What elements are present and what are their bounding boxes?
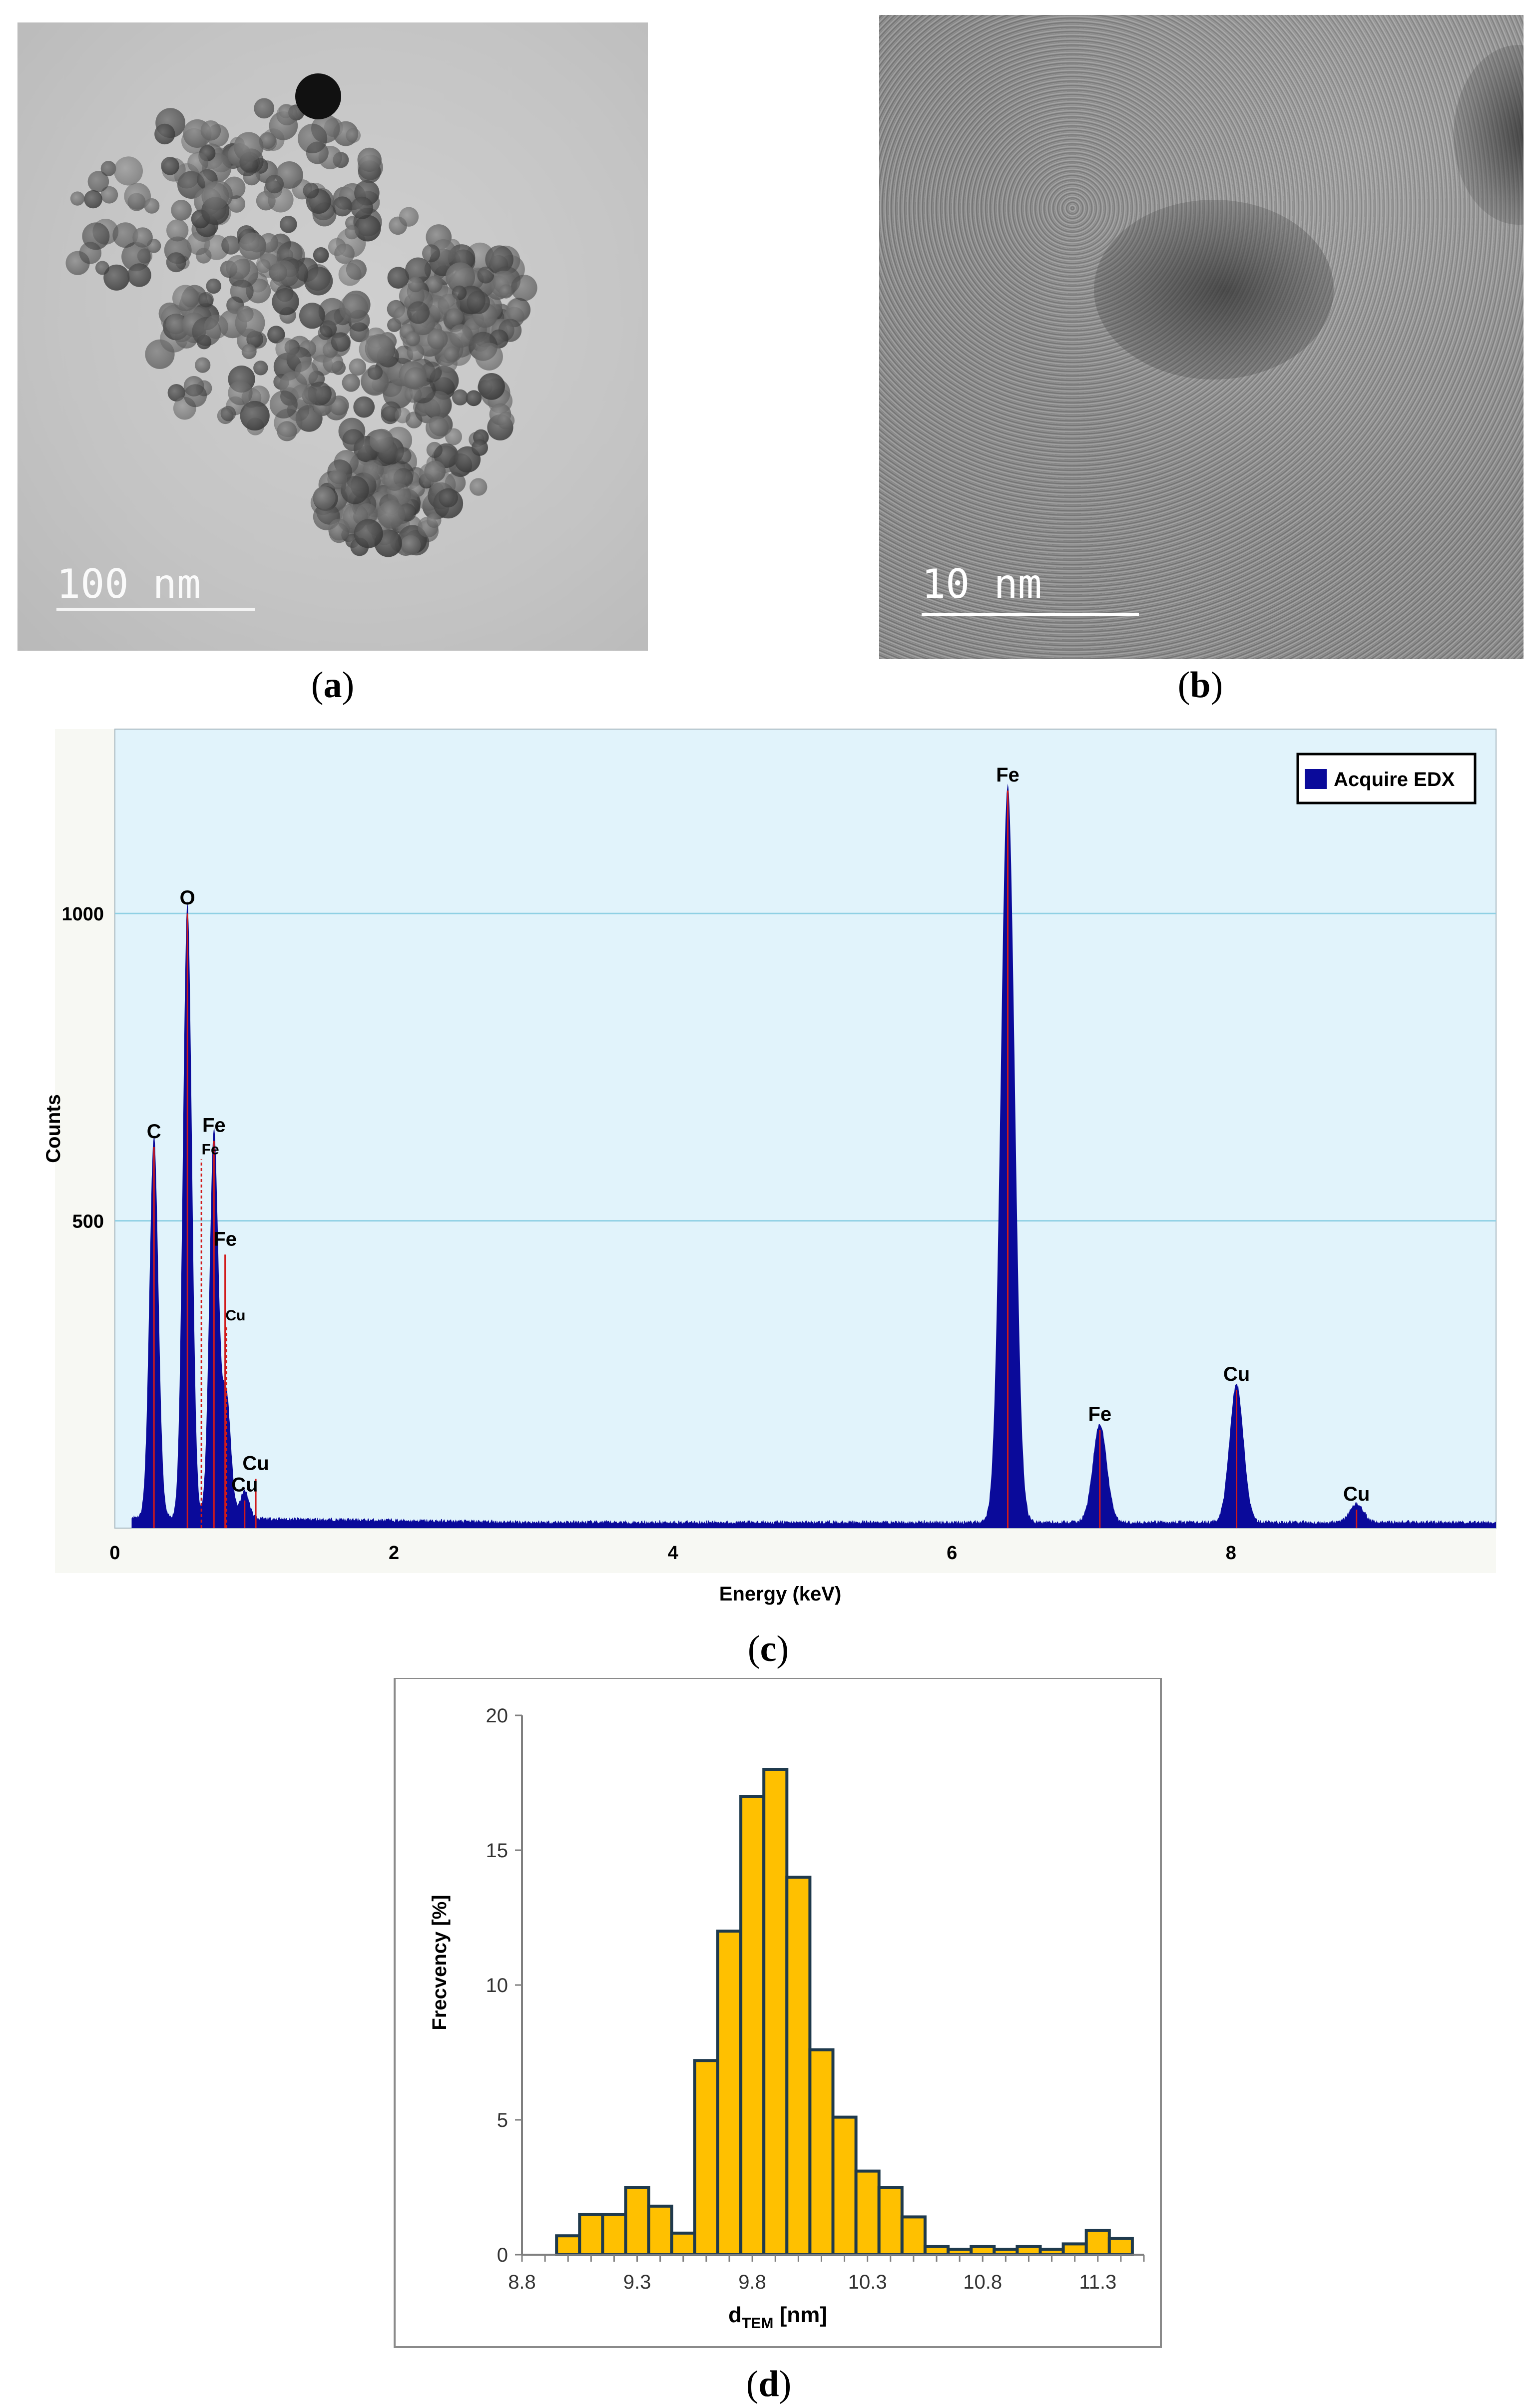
histogram-bar (900, 2215, 927, 2257)
size-histogram-chart: 0 5 10 15 20 8.8 9.3 9.8 10.3 10.8 11.3 Frecvency… (394, 1677, 1162, 2348)
scale-bar-b (922, 613, 1139, 616)
histogram-bar (647, 2204, 673, 2257)
edx-peak-label: O (180, 887, 195, 909)
histogram-x-tick: 10.3 (848, 2271, 887, 2293)
histogram-bar (923, 2245, 950, 2257)
histogram-bar (601, 2213, 627, 2256)
histogram-bar (808, 2048, 835, 2256)
tem-image-a: 100 nm (17, 22, 648, 651)
edx-peak-label: Cu (1223, 1363, 1250, 1385)
histogram-bar (785, 1876, 812, 2256)
histogram-y-tick: 0 (497, 2244, 508, 2266)
scale-label-a: 100 nm (56, 561, 201, 607)
caption-c: (c) (747, 1628, 789, 1669)
edx-x-tick: 8 (1226, 1543, 1236, 1564)
histogram-bar (578, 2213, 604, 2256)
histogram-bar (970, 2245, 996, 2257)
panel-b: 10 nm (b) (769, 0, 1537, 719)
panel-d: 0 5 10 15 20 8.8 9.3 9.8 10.3 10.8 11.3 Frecvency… (0, 1677, 1537, 2408)
edx-peak-label: Cu (1343, 1483, 1370, 1505)
histogram-bar (739, 1795, 766, 2256)
histogram-bar (1107, 2237, 1134, 2256)
edx-legend-label: Acquire EDX (1334, 769, 1455, 791)
histogram-bar (1084, 2229, 1111, 2257)
histogram-y-tick: 20 (486, 1705, 509, 1727)
nanoparticle-cluster-graphic (65, 73, 537, 557)
edx-peak-label: Fe (202, 1142, 219, 1158)
histogram-y-tick: 10 (486, 1975, 509, 1997)
edx-peak-label: C (147, 1121, 161, 1143)
edx-legend-swatch (1305, 769, 1327, 789)
histogram-bar (670, 2231, 696, 2257)
dark-particle (295, 73, 341, 119)
edx-x-tick: 0 (109, 1543, 120, 1564)
histogram-x-tick: 9.8 (738, 2271, 766, 2293)
edx-y-tick: 500 (72, 1211, 104, 1232)
histogram-bar (693, 2059, 719, 2256)
histogram-bar (831, 2115, 858, 2256)
edx-legend: Acquire EDX (1296, 753, 1477, 804)
light-haze (879, 15, 1524, 659)
histogram-y-tick: 5 (497, 2109, 508, 2131)
histogram-y-tick: 15 (486, 1840, 509, 1862)
histogram-x-tick: 8.8 (508, 2271, 536, 2293)
edx-peak-label: Cu (242, 1453, 269, 1475)
histogram-bar (624, 2186, 650, 2256)
edx-peak-label: Fe (996, 764, 1020, 786)
caption-d: (d) (746, 2364, 792, 2405)
edx-x-tick: 6 (947, 1543, 957, 1564)
histogram-bar (854, 2169, 881, 2256)
caption-a: (a) (311, 665, 355, 706)
edx-y-tick: 1000 (61, 904, 104, 925)
edx-x-tick: 2 (389, 1543, 399, 1564)
edx-plot-area (114, 729, 1497, 1529)
edx-y-axis-label: Counts (42, 1094, 64, 1163)
histogram-y-axis-label: Frecvency [%] (429, 1895, 451, 2030)
histogram-bar (716, 1930, 743, 2256)
edx-peak-label: Fe (202, 1115, 226, 1137)
histogram-bar (877, 2186, 904, 2256)
edx-peak-label: Cu (225, 1307, 245, 1324)
scale-bar-a (56, 608, 255, 611)
tem-image-b: 10 nm (879, 15, 1524, 659)
histogram-x-tick: 10.8 (963, 2271, 1002, 2293)
edx-x-tick: 4 (668, 1543, 678, 1564)
scale-label-b: 10 nm (922, 561, 1042, 607)
caption-b: (b) (1177, 665, 1223, 706)
histogram-x-tick: 11.3 (1079, 2271, 1116, 2293)
histogram-bar (762, 1768, 789, 2256)
histogram-bar (555, 2234, 581, 2256)
edx-peak-label: Fe (213, 1228, 237, 1250)
histogram-x-tick: 9.3 (623, 2271, 651, 2293)
histogram-x-axis-label: dTEM [nm] (728, 2303, 827, 2332)
edx-legend-box (1296, 753, 1477, 804)
edx-peak-label: Cu (231, 1474, 258, 1496)
histogram-bar (1061, 2242, 1088, 2257)
particle-dark-region (1094, 200, 1334, 380)
edx-x-axis-label: Energy (keV) (719, 1583, 842, 1605)
panel-a: 100 nm (a) (0, 0, 769, 719)
edx-peak-label: Fe (1088, 1403, 1111, 1425)
histogram-bar (1016, 2245, 1042, 2257)
